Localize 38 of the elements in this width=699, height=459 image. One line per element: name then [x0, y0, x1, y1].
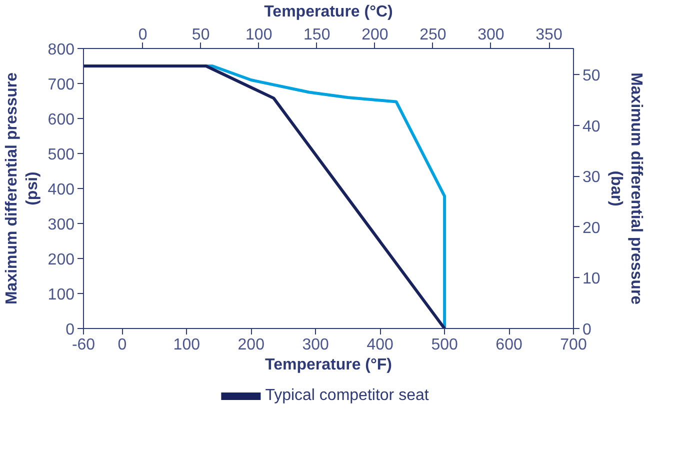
- x2-tick-label: 50: [192, 26, 210, 44]
- x2-tick-label: 100: [246, 26, 272, 44]
- y-tick-label: 600: [48, 112, 75, 128]
- y-tick-label: 0: [66, 322, 75, 338]
- y2-tick-label: 40: [582, 118, 600, 136]
- line-series: [84, 64, 446, 328]
- y2-tick-label: 30: [582, 169, 600, 186]
- x2-tick-label: 200: [362, 26, 388, 44]
- x-axis-title: Temperature (°F): [264, 356, 392, 374]
- x2-tick-label: 0: [138, 26, 148, 44]
- x-tick-label: 200: [238, 336, 265, 354]
- legend-label: Typical competitor seat: [265, 387, 429, 405]
- x-tick-label: 500: [431, 336, 458, 354]
- y2-axis-title: Maximum differential pressure (bar): [607, 72, 645, 305]
- y2-tick-label: 0: [582, 322, 592, 338]
- x-tick-label: -60: [72, 336, 96, 354]
- y-tick-label: 200: [48, 252, 75, 268]
- x2-axis-title: Temperature (°C): [264, 4, 393, 20]
- x2-tick-label: 300: [478, 26, 504, 44]
- x2-tick-label: 350: [536, 26, 562, 44]
- y2-tick-label: 10: [582, 270, 600, 288]
- y-tick-label: 400: [48, 182, 75, 198]
- y2-tick-label: 50: [582, 68, 600, 85]
- x-tick-label: 300: [302, 336, 330, 354]
- x-tick-label: 600: [496, 336, 522, 354]
- y-tick-label: 100: [48, 286, 75, 304]
- x-tick-label: 100: [173, 336, 200, 354]
- x-tick-label: 0: [118, 336, 127, 354]
- y-axis-title: Maximum differential pressure (psi): [3, 72, 41, 305]
- x-tick-label: 400: [366, 336, 394, 354]
- y2-tick-label: 20: [582, 220, 600, 237]
- y-tick-label: 300: [48, 216, 75, 234]
- y-tick-label: 800: [48, 42, 75, 58]
- x2-tick-label: 250: [420, 26, 446, 44]
- y-tick-label: 700: [48, 76, 75, 94]
- y-tick-label: 500: [48, 146, 75, 164]
- x-tick-label: 700: [560, 336, 587, 354]
- x2-tick-label: 150: [304, 26, 330, 44]
